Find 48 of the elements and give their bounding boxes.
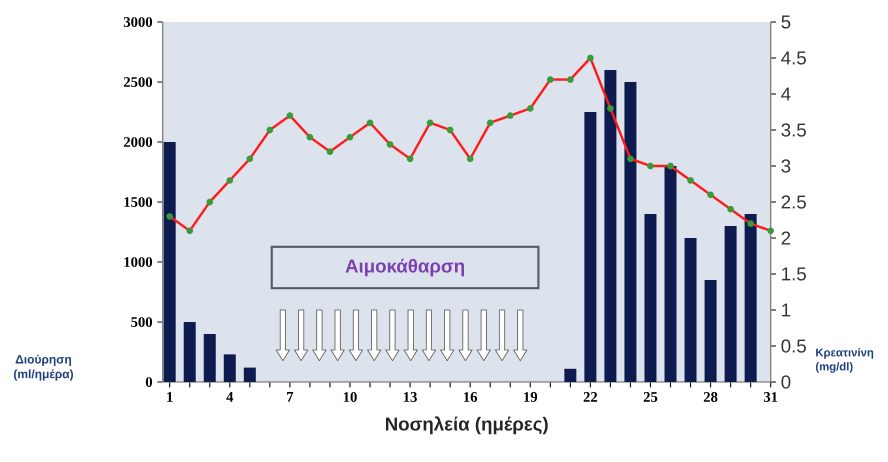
y2-axis-title: Κρεατινίνη (mg/dl) [816, 348, 874, 373]
x-tick-label: 31 [764, 392, 778, 402]
bar [664, 166, 677, 382]
y2-tick-label: 0.5 [781, 339, 806, 353]
y2-tick-label: 1 [782, 304, 790, 316]
x-tick-label: 19 [524, 392, 538, 402]
y2-tick-label: 3.5 [781, 123, 806, 137]
x-axis-title: Νοσηλεία (ημέρες) [386, 416, 548, 434]
x-tick-label: 1 [167, 392, 173, 402]
x-tick-label: 25 [644, 392, 658, 402]
x-tick-label: 28 [704, 392, 718, 402]
y2-tick-label: 1.5 [782, 267, 806, 281]
annotation: Αιμοκάθαρση [346, 258, 464, 276]
y2-tick-label: 0 [781, 375, 790, 389]
y2-tick-label: 2 [782, 231, 790, 245]
bar [704, 280, 717, 382]
x-tick-label: 16 [464, 392, 478, 402]
bar [684, 238, 697, 382]
bar [724, 226, 737, 382]
bar [564, 368, 576, 382]
bar [164, 142, 176, 382]
bar [604, 70, 616, 382]
y-tick-label: 1000 [124, 257, 152, 267]
y-tick-label: 2500 [124, 77, 152, 87]
bar [644, 214, 656, 382]
y2-tick-label: 3 [781, 159, 790, 173]
x-tick-label: 22 [584, 392, 598, 402]
y-tick-label: 3000 [124, 17, 152, 27]
y2-tick-label: 4 [781, 88, 791, 100]
x-tick-label: 13 [404, 392, 417, 402]
bar [224, 354, 236, 382]
x-tick-label: 7 [287, 392, 294, 402]
y-tick-label: 2000 [124, 137, 152, 147]
y-tick-label: 1500 [124, 197, 152, 207]
bar [184, 322, 196, 382]
bar [584, 112, 596, 382]
bar [244, 368, 256, 382]
bar [744, 214, 757, 382]
x-tick-label: 4 [226, 392, 234, 402]
x-tick-label: 10 [344, 392, 357, 402]
y-tick-label: 0 [146, 377, 152, 387]
y-tick-label: 500 [131, 317, 152, 327]
y2-tick-label: 2.5 [782, 195, 806, 209]
y2-tick-label: 5 [781, 15, 790, 29]
y2-tick-label: 4.5 [781, 51, 806, 65]
y-axis-title: Διούρηση (ml/ημέρα) [14, 354, 74, 381]
bar [624, 82, 636, 382]
bar [204, 334, 216, 382]
